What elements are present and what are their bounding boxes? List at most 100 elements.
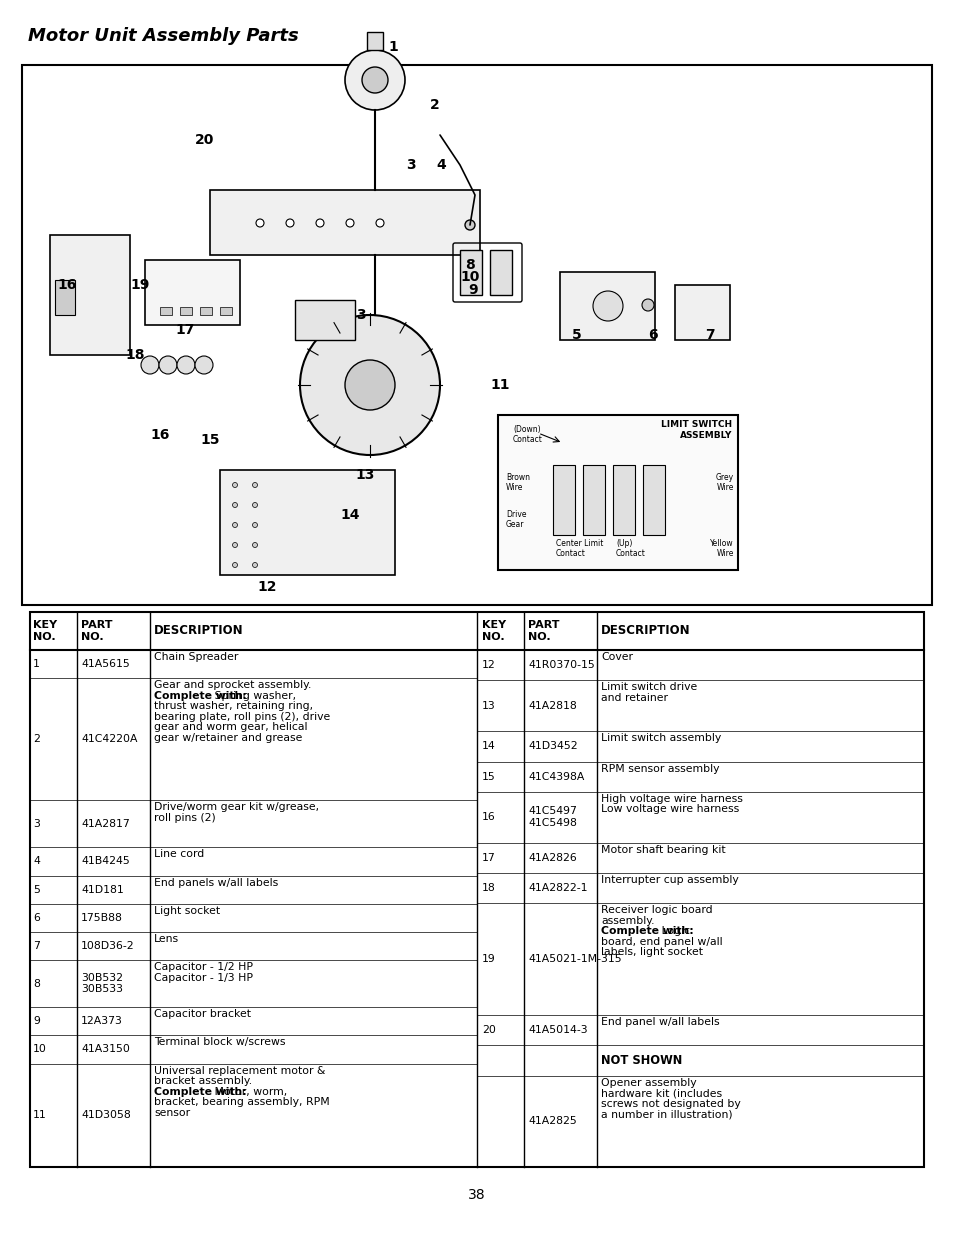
- Text: 41A2825: 41A2825: [527, 1116, 577, 1126]
- Bar: [145, 261, 240, 325]
- Text: 41A5615: 41A5615: [81, 659, 130, 669]
- Text: 6: 6: [33, 913, 40, 923]
- Text: 14: 14: [339, 508, 359, 522]
- Circle shape: [286, 219, 294, 227]
- Text: bearing plate, roll pins (2), drive: bearing plate, roll pins (2), drive: [153, 711, 330, 721]
- Text: RPM sensor assembly: RPM sensor assembly: [600, 763, 719, 773]
- Text: and retainer: and retainer: [600, 693, 667, 703]
- Text: 17: 17: [174, 324, 194, 337]
- Text: End panel w/all labels: End panel w/all labels: [600, 1016, 719, 1028]
- Text: 20: 20: [481, 1025, 496, 1035]
- Text: 9: 9: [468, 283, 477, 296]
- Text: Opener assembly: Opener assembly: [600, 1078, 696, 1088]
- Circle shape: [345, 49, 405, 110]
- Text: 19: 19: [481, 955, 496, 965]
- Text: DESCRIPTION: DESCRIPTION: [153, 625, 243, 637]
- Text: 20: 20: [194, 133, 214, 147]
- Text: 12A373: 12A373: [81, 1016, 123, 1026]
- Text: 7: 7: [704, 329, 714, 342]
- Circle shape: [345, 359, 395, 410]
- Text: 41C4220A: 41C4220A: [81, 735, 137, 745]
- Bar: [553, 466, 575, 535]
- Circle shape: [253, 522, 257, 527]
- Text: bracket, bearing assembly, RPM: bracket, bearing assembly, RPM: [153, 1097, 330, 1107]
- Text: Motor shaft bearing kit: Motor shaft bearing kit: [600, 845, 725, 855]
- Text: 9: 9: [33, 1016, 40, 1026]
- Text: hardware kit (includes: hardware kit (includes: [600, 1088, 721, 1098]
- Text: 4: 4: [33, 857, 40, 867]
- Text: Receiver logic board: Receiver logic board: [600, 905, 712, 915]
- Text: Brown
Wire: Brown Wire: [505, 473, 530, 493]
- Bar: [210, 190, 479, 254]
- Circle shape: [233, 542, 237, 547]
- Text: Capacitor - 1/2 HP: Capacitor - 1/2 HP: [153, 962, 253, 972]
- Bar: [220, 471, 395, 576]
- Bar: [582, 466, 604, 535]
- Circle shape: [255, 219, 264, 227]
- Text: Low voltage wire harness: Low voltage wire harness: [600, 804, 739, 814]
- Text: 16: 16: [150, 429, 170, 442]
- Text: End panels w/all labels: End panels w/all labels: [153, 878, 278, 888]
- Text: Limit switch drive: Limit switch drive: [600, 683, 697, 693]
- Text: 38: 38: [468, 1188, 485, 1202]
- Text: Drive
Gear: Drive Gear: [505, 510, 526, 530]
- Bar: [50, 235, 130, 354]
- Text: assembly.: assembly.: [600, 916, 654, 926]
- Text: 3: 3: [355, 308, 365, 322]
- Bar: [55, 280, 75, 315]
- Circle shape: [233, 562, 237, 568]
- Text: 41A2822-1: 41A2822-1: [527, 883, 587, 893]
- Text: Interrupter cup assembly: Interrupter cup assembly: [600, 876, 738, 885]
- Text: 5: 5: [33, 884, 40, 894]
- Text: 7: 7: [33, 941, 40, 951]
- Bar: [200, 308, 212, 315]
- Text: (Up)
Contact: (Up) Contact: [616, 538, 645, 558]
- Circle shape: [641, 299, 654, 311]
- Circle shape: [253, 542, 257, 547]
- Text: Capacitor - 1/3 HP: Capacitor - 1/3 HP: [153, 973, 253, 983]
- Circle shape: [233, 483, 237, 488]
- Text: 41A2826: 41A2826: [527, 853, 577, 863]
- Text: High voltage wire harness: High voltage wire harness: [600, 794, 742, 804]
- Text: 11: 11: [33, 1110, 47, 1120]
- Text: Gear and sprocket assembly.: Gear and sprocket assembly.: [153, 680, 311, 690]
- Text: KEY
NO.: KEY NO.: [481, 620, 506, 642]
- Text: Chain Spreader: Chain Spreader: [153, 652, 238, 662]
- Text: 3: 3: [406, 158, 416, 172]
- Text: 16: 16: [481, 813, 496, 823]
- Circle shape: [593, 291, 622, 321]
- Text: 13: 13: [355, 468, 374, 482]
- Text: 2: 2: [33, 735, 40, 745]
- Text: sensor: sensor: [153, 1108, 190, 1118]
- Text: thrust washer, retaining ring,: thrust washer, retaining ring,: [153, 701, 313, 711]
- Bar: [497, 415, 738, 571]
- Text: 5: 5: [572, 329, 581, 342]
- Circle shape: [233, 503, 237, 508]
- Bar: [22, 65, 931, 605]
- Text: Grey
Wire: Grey Wire: [715, 473, 733, 493]
- Text: Complete with:: Complete with:: [153, 1087, 247, 1097]
- Text: 1: 1: [33, 659, 40, 669]
- Text: gear and worm gear, helical: gear and worm gear, helical: [153, 722, 307, 732]
- Text: Line cord: Line cord: [153, 850, 204, 860]
- Text: 41B4245: 41B4245: [81, 857, 130, 867]
- Text: Center Limit
Contact: Center Limit Contact: [556, 538, 602, 558]
- Text: board, end panel w/all: board, end panel w/all: [600, 937, 721, 947]
- Text: 8: 8: [464, 258, 475, 272]
- Text: Lens: Lens: [153, 934, 179, 944]
- Circle shape: [315, 219, 324, 227]
- Bar: [220, 308, 232, 315]
- Text: 15: 15: [200, 433, 219, 447]
- Text: 12: 12: [481, 661, 496, 671]
- Text: gear w/retainer and grease: gear w/retainer and grease: [153, 732, 302, 742]
- Text: bracket assembly.: bracket assembly.: [153, 1076, 252, 1086]
- Text: 41A5014-3: 41A5014-3: [527, 1025, 587, 1035]
- Text: Motor Unit Assembly Parts: Motor Unit Assembly Parts: [28, 27, 298, 44]
- Circle shape: [141, 356, 159, 374]
- Text: PART
NO.: PART NO.: [81, 620, 112, 642]
- Text: 8: 8: [33, 978, 40, 989]
- Text: 16: 16: [57, 278, 76, 291]
- Text: Cover: Cover: [600, 652, 633, 662]
- Text: 6: 6: [647, 329, 657, 342]
- Text: 11: 11: [490, 378, 509, 391]
